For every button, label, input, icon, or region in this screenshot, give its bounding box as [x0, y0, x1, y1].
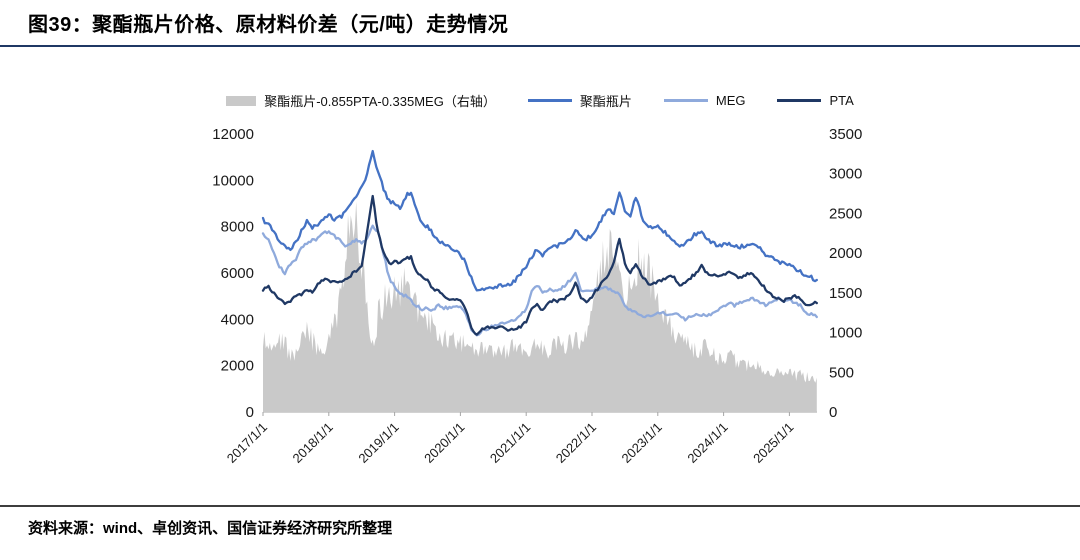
- right-tick-label: 0: [829, 404, 837, 421]
- right-tick-label: 1500: [829, 285, 862, 302]
- chart-region: 聚酯瓶片-0.855PTA-0.335MEG（右轴） 聚酯瓶片 MEG PTA …: [175, 91, 905, 482]
- legend-item-pta: PTA: [777, 93, 854, 108]
- legend-label-bottle-chip: 聚酯瓶片: [579, 94, 632, 109]
- source-note: 资料来源：wind、卓创资讯、国信证券经济研究所整理: [28, 520, 393, 537]
- y-axis-right: 0 500 1000 1500 2000 2500 3000 3500: [829, 126, 862, 421]
- x-axis: 2017/1/1 2018/1/1 2019/1/1 2020/1/1 2021/1/1…: [224, 411, 817, 466]
- meg-line-swatch: [663, 99, 708, 102]
- x-tick-label: 2018/1/1: [290, 420, 336, 466]
- footer-rule: [0, 505, 1080, 507]
- series-line-bottle-chip: [261, 149, 818, 292]
- legend-item-spread: 聚酯瓶片-0.855PTA-0.335MEG（右轴）: [226, 91, 496, 110]
- left-tick-label: 6000: [221, 265, 254, 282]
- legend-label-spread: 聚酯瓶片-0.855PTA-0.335MEG（右轴）: [264, 94, 496, 109]
- legend-item-meg: MEG: [663, 93, 746, 108]
- left-tick-label: 8000: [221, 219, 254, 236]
- footer: 资料来源：wind、卓创资讯、国信证券经济研究所整理: [0, 505, 1080, 538]
- right-tick-label: 3500: [829, 126, 862, 143]
- x-tick-label: 2025/1/1: [750, 420, 796, 466]
- bottle-chip-line-swatch: [527, 99, 572, 102]
- chart-legend: 聚酯瓶片-0.855PTA-0.335MEG（右轴） 聚酯瓶片 MEG PTA: [175, 91, 905, 110]
- legend-item-bottle-chip: 聚酯瓶片: [527, 91, 632, 110]
- left-tick-label: 12000: [212, 126, 254, 143]
- right-tick-label: 3000: [829, 166, 862, 183]
- figure-title: 图39：聚酯瓶片价格、原材料价差（元/吨）走势情况: [28, 14, 509, 36]
- left-tick-label: 4000: [221, 311, 254, 328]
- series-area-spread: [263, 201, 817, 412]
- left-tick-label: 2000: [221, 358, 254, 375]
- x-tick-label: 2021/1/1: [487, 420, 533, 466]
- series-line-meg: [261, 224, 818, 337]
- x-tick-label: 2023/1/1: [619, 420, 665, 466]
- right-tick-label: 1000: [829, 325, 862, 342]
- left-tick-label: 10000: [212, 172, 254, 189]
- right-tick-label: 2000: [829, 245, 862, 262]
- x-tick-label: 2024/1/1: [684, 420, 730, 466]
- pta-line-swatch: [777, 99, 822, 102]
- spread-area-swatch: [226, 95, 257, 106]
- figure-title-bar: 图39：聚酯瓶片价格、原材料价差（元/吨）走势情况: [0, 0, 1080, 37]
- series-line-pta: [261, 194, 818, 336]
- x-tick-label: 2022/1/1: [553, 420, 599, 466]
- y-axis-left: 0 2000 4000 6000 8000 10000 12000: [212, 126, 254, 421]
- right-tick-label: 2500: [829, 205, 862, 222]
- price-spread-trend-chart: 0 2000 4000 6000 8000 10000 12000 0 500 1000 1500 2…: [212, 126, 862, 466]
- legend-label-pta: PTA: [829, 93, 854, 108]
- x-tick-label: 2020/1/1: [421, 420, 467, 466]
- x-tick-label: 2019/1/1: [355, 420, 401, 466]
- right-tick-label: 500: [829, 364, 854, 381]
- x-tick-label: 2017/1/1: [224, 420, 270, 466]
- left-tick-label: 0: [246, 404, 254, 421]
- legend-label-meg: MEG: [715, 93, 746, 108]
- title-underline: [0, 45, 1080, 47]
